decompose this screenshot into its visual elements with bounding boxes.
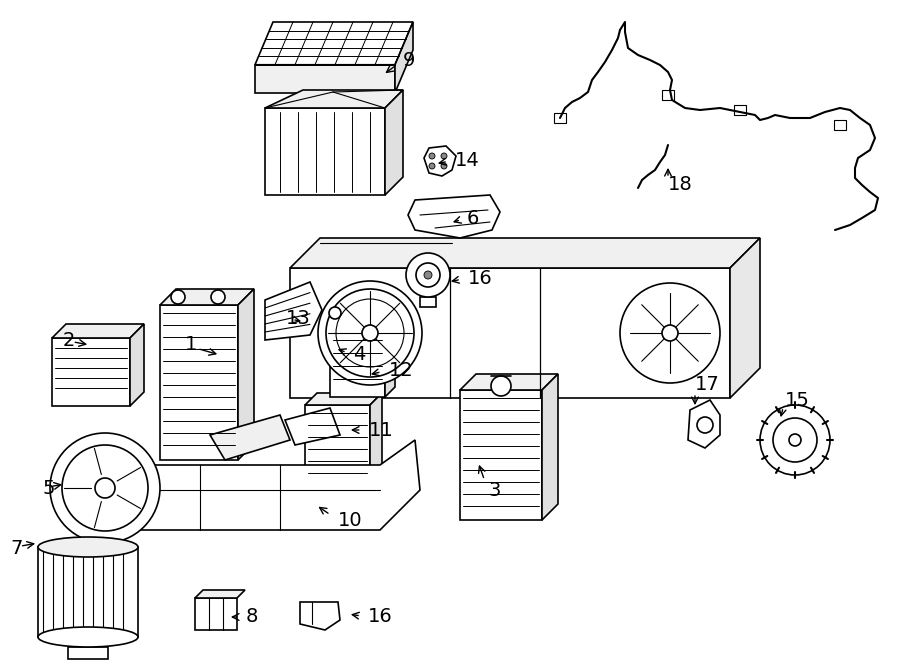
Circle shape (760, 405, 830, 475)
Circle shape (429, 163, 435, 169)
Ellipse shape (38, 537, 138, 557)
Polygon shape (408, 195, 500, 238)
Polygon shape (730, 238, 760, 398)
Circle shape (441, 163, 447, 169)
Text: 18: 18 (668, 176, 693, 194)
Polygon shape (265, 108, 385, 195)
Text: 9: 9 (403, 50, 416, 69)
Ellipse shape (38, 627, 138, 647)
Polygon shape (395, 22, 413, 93)
Polygon shape (265, 90, 403, 108)
Circle shape (441, 153, 447, 159)
Polygon shape (195, 598, 237, 630)
Polygon shape (52, 338, 130, 406)
Circle shape (416, 263, 440, 287)
Polygon shape (68, 647, 108, 659)
Polygon shape (195, 590, 245, 598)
Text: 16: 16 (368, 607, 392, 627)
Text: 10: 10 (338, 510, 363, 529)
Circle shape (424, 271, 432, 279)
Polygon shape (424, 146, 456, 176)
Polygon shape (52, 324, 144, 338)
Circle shape (211, 290, 225, 304)
Polygon shape (238, 289, 254, 460)
Circle shape (789, 434, 801, 446)
Circle shape (491, 376, 511, 396)
Circle shape (326, 289, 414, 377)
Polygon shape (210, 415, 290, 460)
Circle shape (50, 433, 160, 543)
Text: 11: 11 (369, 420, 394, 440)
Circle shape (773, 418, 817, 462)
Polygon shape (38, 547, 138, 637)
Text: 12: 12 (389, 360, 414, 379)
Text: 14: 14 (455, 151, 480, 169)
Polygon shape (554, 113, 566, 123)
Text: 15: 15 (785, 391, 810, 410)
Polygon shape (265, 282, 322, 340)
Polygon shape (370, 393, 382, 487)
Circle shape (362, 325, 378, 341)
Text: 3: 3 (488, 481, 500, 500)
Polygon shape (290, 238, 760, 268)
Polygon shape (330, 322, 395, 332)
Text: 6: 6 (467, 208, 480, 227)
Circle shape (329, 307, 341, 319)
Polygon shape (420, 297, 436, 307)
Text: 16: 16 (468, 268, 493, 288)
Polygon shape (542, 374, 558, 520)
Text: 13: 13 (286, 309, 310, 327)
Polygon shape (255, 22, 413, 65)
Circle shape (318, 281, 422, 385)
Polygon shape (305, 393, 382, 405)
Polygon shape (330, 332, 385, 397)
Circle shape (406, 253, 450, 297)
Circle shape (429, 153, 435, 159)
Text: 7: 7 (10, 539, 22, 557)
Circle shape (620, 283, 720, 383)
Polygon shape (688, 400, 720, 448)
Polygon shape (285, 408, 340, 445)
Polygon shape (300, 602, 340, 630)
Circle shape (662, 325, 678, 341)
Text: 8: 8 (246, 607, 258, 627)
Circle shape (697, 417, 713, 433)
Circle shape (95, 478, 115, 498)
Text: 17: 17 (695, 375, 720, 395)
Polygon shape (255, 65, 395, 93)
Polygon shape (305, 405, 370, 487)
Polygon shape (834, 120, 846, 130)
Text: 4: 4 (353, 346, 365, 364)
Polygon shape (80, 440, 420, 530)
Polygon shape (734, 105, 746, 115)
Polygon shape (290, 268, 730, 398)
Polygon shape (160, 305, 238, 460)
Circle shape (171, 290, 185, 304)
Polygon shape (385, 322, 395, 397)
Circle shape (62, 445, 148, 531)
Polygon shape (160, 289, 254, 305)
Polygon shape (460, 374, 558, 390)
Text: 1: 1 (185, 336, 197, 354)
Polygon shape (460, 390, 542, 520)
Text: 2: 2 (63, 330, 76, 350)
Polygon shape (385, 90, 403, 195)
Polygon shape (130, 324, 144, 406)
Text: 5: 5 (42, 479, 55, 498)
Polygon shape (662, 90, 674, 100)
